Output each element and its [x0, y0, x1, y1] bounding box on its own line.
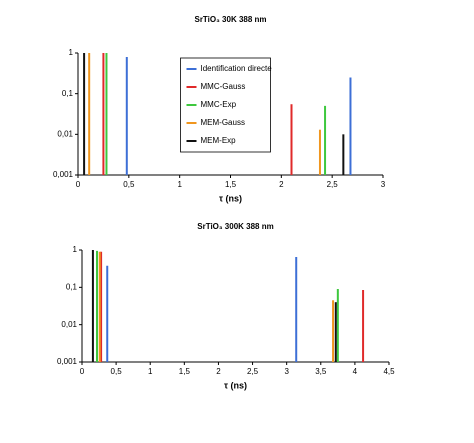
- legend-label: Identification directe: [201, 64, 273, 73]
- legend-label: MEM-Gauss: [201, 118, 245, 127]
- x-tick-label: 0: [80, 367, 85, 376]
- x-axis-label: τ (ns): [219, 193, 242, 203]
- y-tick-label: 0,1: [62, 89, 74, 98]
- y-tick-label: 0,01: [61, 320, 77, 329]
- x-tick-label: 2: [279, 180, 284, 189]
- y-tick-label: 1: [73, 245, 78, 254]
- y-tick-label: 0,001: [53, 170, 74, 179]
- x-tick-label: 2,5: [327, 180, 339, 189]
- x-tick-label: 1,5: [179, 367, 191, 376]
- x-tick-label: 0,5: [111, 367, 123, 376]
- x-tick-label: 1: [177, 180, 182, 189]
- y-tick-label: 1: [69, 48, 74, 57]
- chart-title: SrTiO₃ 300K 388 nm: [197, 222, 273, 231]
- x-tick-label: 0: [76, 180, 81, 189]
- x-tick-label: 3,5: [315, 367, 327, 376]
- y-tick-label: 0,01: [57, 129, 73, 138]
- x-tick-label: 1,5: [225, 180, 237, 189]
- legend-label: MEM-Exp: [201, 136, 237, 145]
- legend-label: MMC-Exp: [201, 100, 237, 109]
- x-tick-label: 4: [353, 367, 358, 376]
- x-tick-label: 2,5: [247, 367, 259, 376]
- chart-title: SrTiO₃ 30K 388 nm: [194, 15, 266, 24]
- x-tick-label: 3: [381, 180, 386, 189]
- y-tick-label: 0,1: [66, 282, 78, 291]
- x-tick-label: 0,5: [123, 180, 135, 189]
- legend-label: MMC-Gauss: [201, 82, 246, 91]
- x-tick-label: 4,5: [383, 367, 395, 376]
- x-axis-label: τ (ns): [224, 380, 247, 390]
- x-tick-label: 3: [284, 367, 289, 376]
- x-tick-label: 2: [216, 367, 221, 376]
- y-tick-label: 0,001: [57, 357, 78, 366]
- x-tick-label: 1: [148, 367, 153, 376]
